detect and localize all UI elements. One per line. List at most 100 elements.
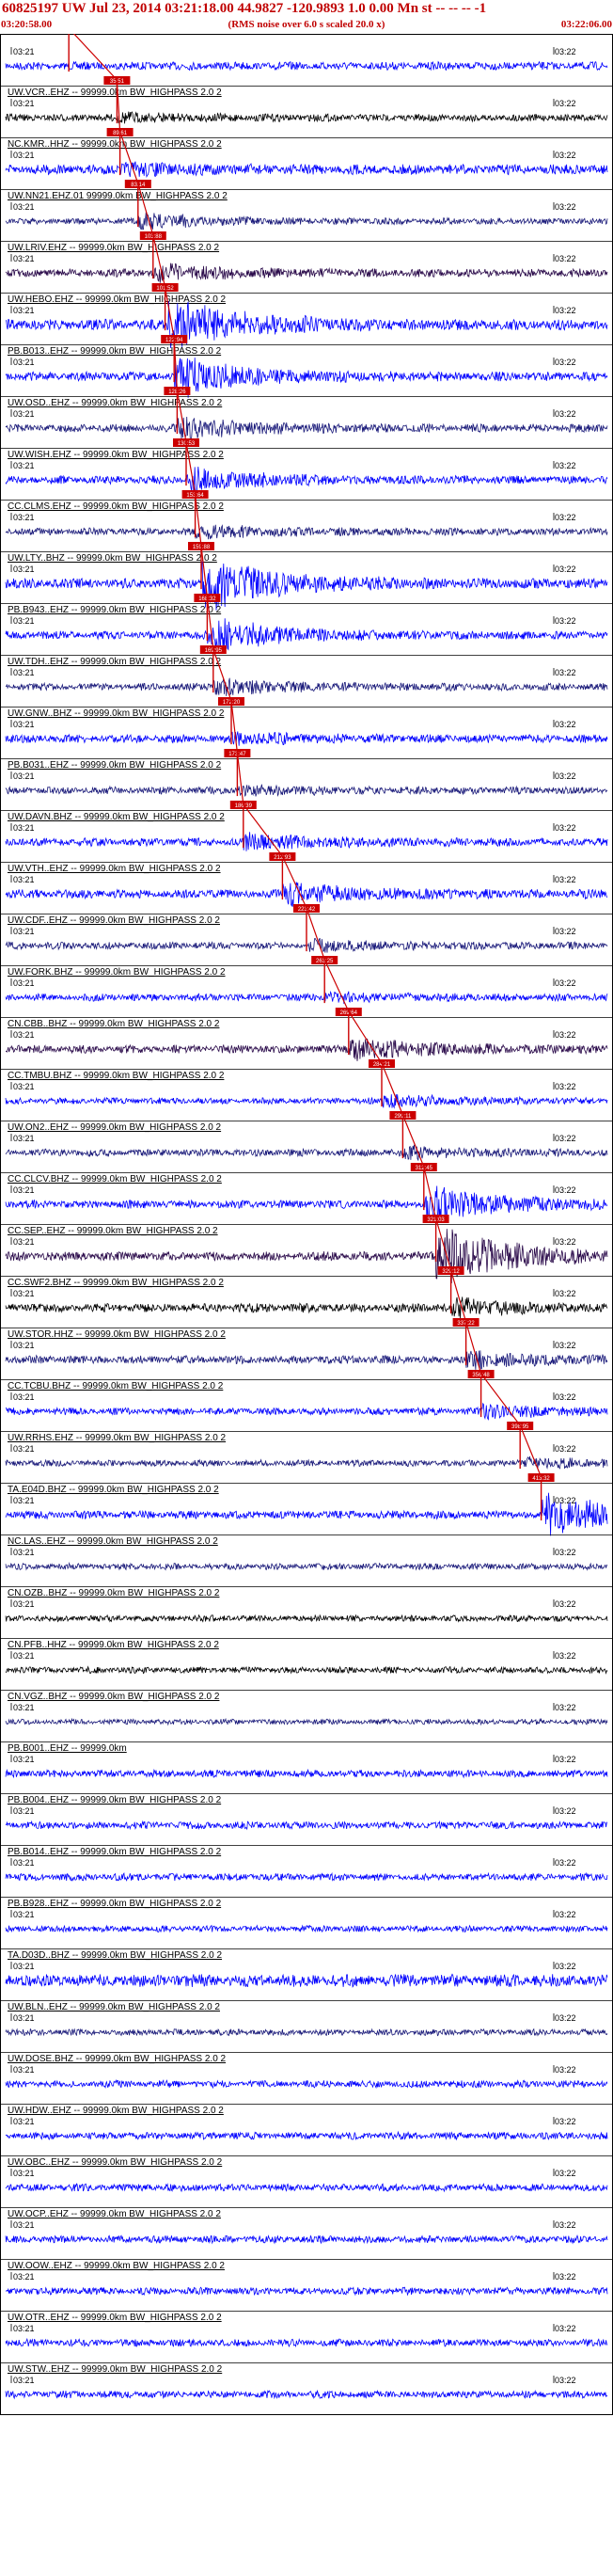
start-tick-label: 03:21 (13, 823, 35, 833)
start-tick-label: 03:21 (13, 1030, 35, 1040)
start-tick-label: 03:21 (13, 2013, 35, 2023)
station-label: PB.B928..EHZ -- 99999.0km BW_HIGHPASS 2.… (8, 1899, 222, 1909)
station-label: PB.B943..EHZ -- 99999.0km BW_HIGHPASS 2.… (8, 605, 222, 615)
end-tick-label: 03:22 (555, 1030, 576, 1040)
start-tick-label: 03:21 (13, 513, 35, 522)
waveform-trace (5, 2234, 608, 2245)
end-tick-label: 03:22 (555, 927, 576, 936)
start-tick-label: 03:21 (13, 2065, 35, 2075)
start-tick-label: 03:21 (13, 1703, 35, 1712)
waveform-trace (5, 1144, 608, 1162)
start-tick-label: 03:21 (13, 1392, 35, 1402)
waveform-trace (5, 677, 608, 696)
end-tick-label: 03:22 (555, 47, 576, 56)
end-tick-label: 03:22 (555, 875, 576, 884)
station-label: UW.VTH..EHZ -- 99999.0km BW_HIGHPASS 2.0… (8, 864, 221, 874)
pick-time-label: 413:32 (532, 1476, 550, 1482)
end-tick-label: 03:22 (555, 1962, 576, 1971)
plot-header: 60825197 UW Jul 23, 2014 03:21:18.00 44.… (0, 0, 613, 34)
waveform-trace (5, 1768, 608, 1779)
end-tick-label: 03:22 (555, 1755, 576, 1764)
end-tick-label: 03:22 (555, 99, 576, 108)
end-tick-label: 03:22 (555, 668, 576, 677)
waveform-trace (5, 2337, 608, 2348)
waveform-trace (5, 1185, 608, 1223)
waveform-trace (5, 990, 608, 1004)
start-tick-label: 03:21 (13, 99, 35, 108)
pick-time-label: 269:64 (340, 1010, 358, 1016)
end-tick-label: 03:22 (555, 1496, 576, 1505)
end-tick-label: 03:22 (555, 1392, 576, 1402)
end-tick-label: 03:22 (555, 1599, 576, 1609)
station-label: UW.OBC..EHZ -- 99999.0km BW_HIGHPASS 2.0… (8, 2157, 223, 2168)
start-tick-label: 03:21 (13, 875, 35, 884)
station-label: UW.DOSE.BHZ -- 99999.0km BW_HIGHPASS 2.0… (8, 2054, 227, 2064)
station-label: UW.OOW..EHZ -- 99999.0km BW_HIGHPASS 2.0… (8, 2261, 225, 2271)
end-tick-label: 03:22 (555, 2324, 576, 2333)
station-label: CC.SEP..EHZ -- 99999.0km BW_HIGHPASS 2.0… (8, 1226, 218, 1236)
station-label: UW.OSD..EHZ -- 99999.0km BW_HIGHPASS 2.0… (8, 398, 223, 408)
waveform-trace (5, 161, 608, 178)
waveform-trace (5, 1820, 608, 1831)
station-label: UW.HEBO.EHZ -- 99999.0km BW_HIGHPASS 2.0… (8, 294, 227, 305)
waveform-trace (5, 1924, 608, 1933)
start-tick-label: 03:21 (13, 616, 35, 626)
station-label: CN.VGZ..BHZ -- 99999.0km BW_HIGHPASS 2.0… (8, 1692, 220, 1702)
end-tick-label: 03:22 (555, 2376, 576, 2385)
start-tick-label: 03:21 (13, 1134, 35, 1143)
start-tick-label: 03:21 (13, 1599, 35, 1609)
station-label: CN.PFB..HHZ -- 99999.0km BW_HIGHPASS 2.0… (8, 1640, 219, 1650)
waveform-trace (5, 1614, 608, 1623)
end-tick-label: 03:22 (555, 409, 576, 419)
waveform-trace (5, 262, 608, 283)
start-tick-label: 03:21 (13, 202, 35, 212)
waveform-trace (5, 1455, 608, 1470)
station-label: UW.OTR..EHZ -- 99999.0km BW_HIGHPASS 2.0… (8, 2313, 222, 2323)
waveform-trace (5, 2130, 608, 2141)
waveform-trace (5, 466, 608, 493)
station-label: CC.TCBU.BHZ -- 99999.0km BW_HIGHPASS 2.0… (8, 1381, 224, 1391)
station-label: UW.LTY..BHZ -- 99999.0km BW_HIGHPASS 2.0… (8, 553, 217, 564)
start-tick-label: 03:21 (13, 254, 35, 263)
start-tick-label: 03:21 (13, 1289, 35, 1298)
pick-time-label: 356:48 (472, 1373, 490, 1378)
end-tick-label: 03:22 (555, 151, 576, 160)
station-label: CC.SWF2.BHZ -- 99999.0km BW_HIGHPASS 2.0… (8, 1278, 224, 1288)
end-tick-label: 03:22 (555, 2117, 576, 2126)
waveform-trace (5, 1402, 608, 1421)
waveform-trace (5, 1492, 608, 1536)
start-tick-label: 03:21 (13, 151, 35, 160)
start-tick-label: 03:21 (13, 1082, 35, 1091)
end-tick-label: 03:22 (555, 2013, 576, 2023)
start-tick-label: 03:21 (13, 668, 35, 677)
end-tick-label: 03:22 (555, 1341, 576, 1350)
end-tick-label: 03:22 (555, 616, 576, 626)
start-tick-label: 03:21 (13, 306, 35, 315)
waveform-trace (5, 60, 608, 72)
end-tick-label: 03:22 (555, 823, 576, 833)
end-tick-label: 03:22 (555, 1858, 576, 1868)
start-tick-label: 03:21 (13, 2220, 35, 2230)
station-label: PB.B004..EHZ -- 99999.0km BW_HIGHPASS 2.… (8, 1795, 222, 1805)
waveform-trace (5, 1296, 608, 1319)
waveform-trace (5, 618, 608, 653)
station-label: UW.TDH..EHZ -- 99999.0km BW_HIGHPASS 2.0… (8, 657, 222, 667)
end-tick-label: 03:22 (555, 2220, 576, 2230)
station-label: UW.CDF..EHZ -- 99999.0km BW_HIGHPASS 2.0… (8, 915, 220, 926)
station-label: PB.B013..EHZ -- 99999.0km BW_HIGHPASS 2.… (8, 346, 222, 357)
start-tick-label: 03:21 (13, 1237, 35, 1247)
station-label: TA.E04D.BHZ -- 99999.0km BW_HIGHPASS 2.0… (8, 1485, 219, 1495)
event-title: 60825197 UW Jul 23, 2014 03:21:18.00 44.… (2, 1, 487, 16)
pick-time-label: 186:39 (235, 803, 253, 809)
station-label: CN.CBB..BHZ -- 99999.0km BW_HIGHPASS 2.0… (8, 1019, 220, 1029)
start-tick-label: 03:21 (13, 1444, 35, 1454)
end-tick-label: 03:22 (555, 720, 576, 729)
waveform-trace (5, 2286, 608, 2297)
waveform-trace (5, 1093, 608, 1109)
station-label: UW.OCP..EHZ -- 99999.0km BW_HIGHPASS 2.0… (8, 2209, 221, 2219)
end-tick-label: 03:22 (555, 564, 576, 574)
end-tick-label: 03:22 (555, 1703, 576, 1712)
start-tick-label: 03:21 (13, 2324, 35, 2333)
start-tick-label: 03:21 (13, 2376, 35, 2385)
